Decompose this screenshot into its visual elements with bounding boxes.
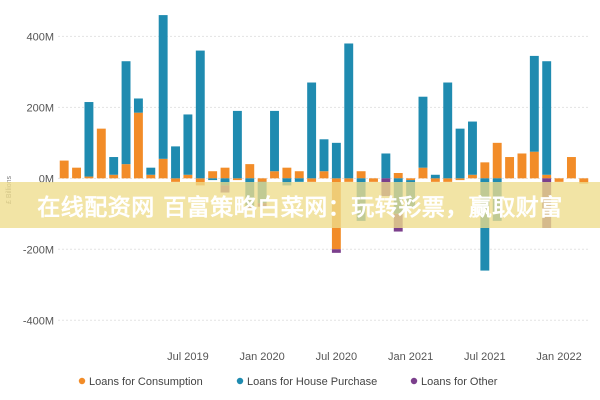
- bar-house: [270, 110, 279, 172]
- watermark-banner: 在线配资网 百富策略白菜网：玩转彩票，赢取财富: [0, 182, 600, 228]
- bar-house: [418, 96, 428, 168]
- y-tick-label: -200M: [23, 244, 54, 256]
- x-axis-ticks: Jul 2019 Jan 2020 Jul 2020 Jan 2021 Jul 2021…: [167, 351, 582, 363]
- watermark-text: 在线配资网 百富策略白菜网：玩转彩票，赢取财富: [37, 195, 563, 221]
- bar-house: [455, 128, 465, 179]
- bar-house: [220, 178, 230, 186]
- bar-house: [84, 102, 94, 177]
- bar-house: [331, 142, 341, 179]
- bar-consumption: [579, 178, 589, 184]
- legend-swatch: [410, 377, 418, 385]
- bar-consumption: [455, 178, 465, 181]
- x-tick-label: Jan 2022: [536, 351, 581, 363]
- x-tick-label: Jul 2021: [464, 351, 506, 363]
- bar-house: [109, 157, 119, 175]
- bar-house: [232, 110, 242, 179]
- bar-consumption: [517, 153, 527, 179]
- bar-consumption: [554, 178, 564, 182]
- legend-swatch: [236, 377, 244, 385]
- bar-house: [542, 61, 552, 175]
- bar-consumption: [406, 178, 416, 181]
- bar-house: [430, 174, 440, 179]
- bar-consumption: [158, 158, 168, 179]
- bar-consumption: [270, 171, 279, 179]
- bar-consumption: [146, 174, 156, 179]
- bar-consumption: [245, 164, 255, 179]
- bar-house: [319, 139, 329, 172]
- bar-consumption: [430, 178, 440, 182]
- bar-consumption: [220, 167, 230, 179]
- legend-label: Loans for Consumption: [89, 376, 203, 388]
- bar-consumption: [393, 173, 403, 179]
- bar-house: [133, 98, 143, 113]
- bar-house: [282, 178, 292, 186]
- y-tick-label: -400M: [23, 315, 54, 327]
- bar-consumption: [183, 174, 193, 179]
- y-tick-label: 200M: [26, 102, 54, 114]
- bar-consumption: [84, 176, 94, 179]
- bar-house: [443, 82, 453, 179]
- bar-consumption: [529, 151, 539, 179]
- bar-house: [208, 178, 218, 181]
- legend-label: Loans for House Purchase: [247, 376, 377, 388]
- bar-consumption: [369, 178, 378, 182]
- bar-house: [158, 15, 168, 159]
- bar-consumption: [344, 178, 354, 182]
- bar-consumption: [96, 128, 106, 179]
- legend-swatch: [78, 377, 86, 385]
- bar-consumption: [492, 142, 502, 179]
- bar-consumption: [356, 171, 366, 179]
- bar-consumption: [307, 178, 317, 182]
- bar-consumption: [468, 174, 477, 179]
- bar-house: [294, 178, 304, 182]
- x-tick-label: Jan 2021: [388, 351, 433, 363]
- bar-consumption: [232, 178, 242, 181]
- bars: [59, 15, 589, 271]
- bar-consumption: [121, 164, 131, 179]
- bar-consumption: [443, 178, 453, 182]
- bar-house: [344, 43, 354, 179]
- bar-consumption: [257, 178, 267, 182]
- legend-label: Loans for Other: [421, 376, 498, 388]
- x-tick-label: Jul 2020: [316, 351, 358, 363]
- bar-consumption: [208, 171, 218, 179]
- bar-house: [381, 153, 391, 179]
- bar-consumption: [133, 112, 143, 179]
- bar-consumption: [505, 157, 515, 179]
- y-tick-label: 400M: [26, 31, 54, 43]
- bar-consumption: [319, 171, 329, 179]
- bar-consumption: [480, 162, 490, 179]
- bar-consumption: [72, 167, 82, 179]
- bar-consumption: [59, 160, 69, 179]
- bar-house: [146, 167, 156, 175]
- bar-house: [121, 61, 131, 165]
- bar-consumption: [418, 167, 428, 179]
- bar-other: [331, 249, 341, 253]
- bar-house: [183, 114, 193, 175]
- bar-house: [529, 55, 539, 152]
- bar-consumption: [542, 174, 552, 179]
- bar-consumption: [195, 178, 205, 186]
- bar-consumption: [566, 157, 576, 179]
- bar-consumption: [109, 174, 119, 179]
- bar-house: [307, 82, 317, 179]
- bar-house: [468, 121, 477, 175]
- bar-house: [195, 50, 205, 179]
- bar-consumption: [294, 171, 304, 179]
- bar-house: [171, 146, 180, 179]
- x-tick-label: Jul 2019: [167, 351, 209, 363]
- bar-consumption: [282, 167, 292, 179]
- legend: Loans for Consumption Loans for House Pur…: [78, 376, 498, 388]
- bar-consumption: [171, 178, 180, 182]
- x-tick-label: Jan 2020: [240, 351, 285, 363]
